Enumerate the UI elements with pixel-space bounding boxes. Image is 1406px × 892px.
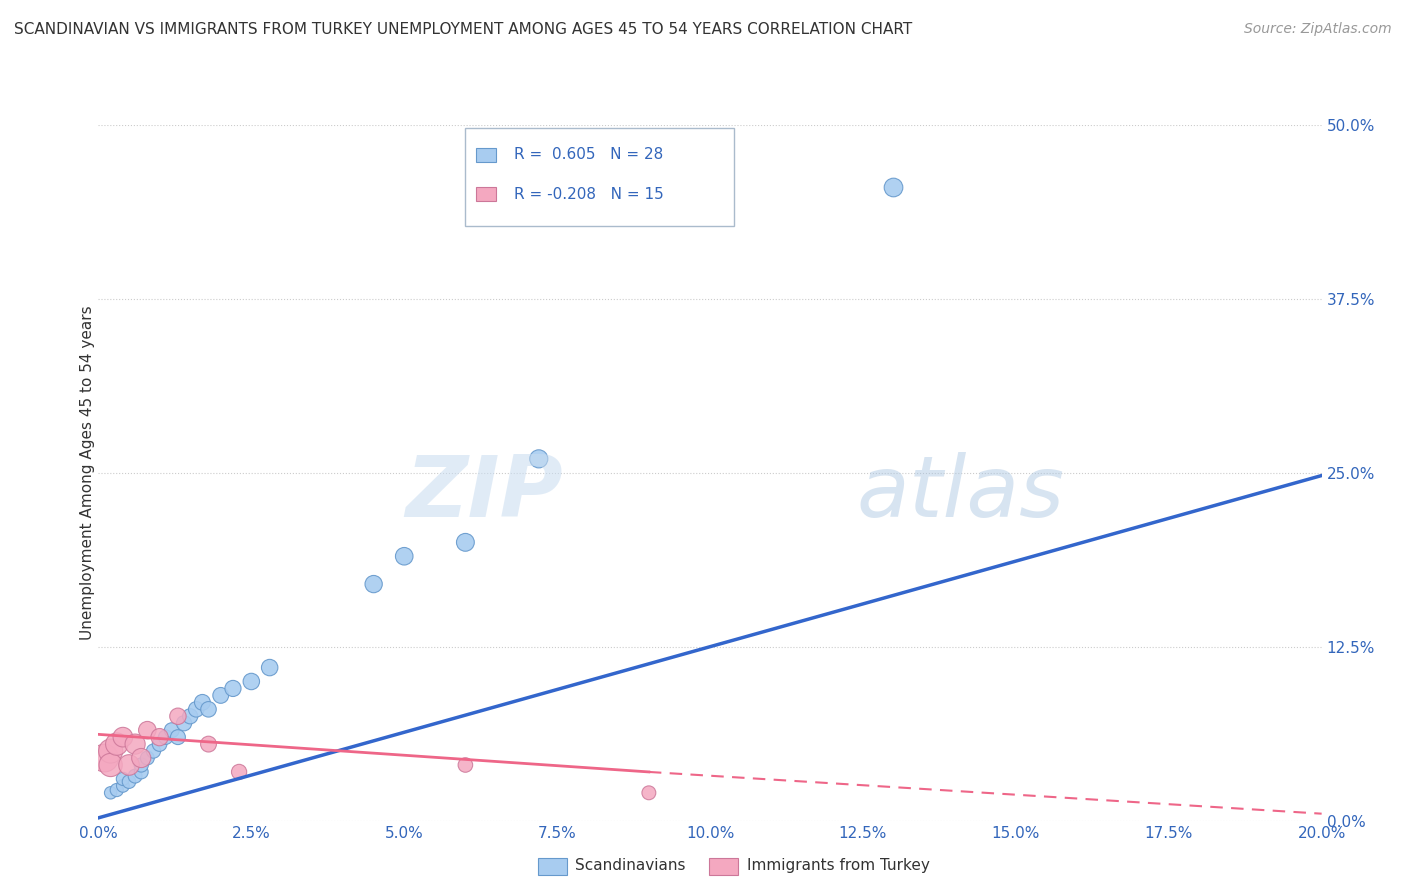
Point [111,730,134,744]
Point [100,744,122,758]
Point [124,769,146,783]
Point [883,180,905,194]
Point [105,737,128,751]
Point [129,751,152,765]
Point [637,786,661,800]
Point [118,758,141,772]
Y-axis label: Unemployment Among Ages 45 to 54 years: Unemployment Among Ages 45 to 54 years [80,305,94,640]
Point [155,730,177,744]
Point [160,723,183,738]
Point [118,774,141,789]
Point [167,709,190,723]
Text: atlas: atlas [856,452,1064,535]
Text: ZIP: ZIP [405,452,564,535]
Point [173,716,195,731]
Point [136,723,159,738]
Point [209,689,232,703]
FancyBboxPatch shape [709,858,738,875]
Point [179,709,201,723]
Point [149,737,172,751]
FancyBboxPatch shape [477,187,496,202]
Point [454,758,477,772]
Text: Source: ZipAtlas.com: Source: ZipAtlas.com [1244,22,1392,37]
Text: R = -0.208   N = 15: R = -0.208 N = 15 [515,187,664,202]
Point [111,779,134,793]
Point [129,764,152,779]
Point [527,451,550,466]
FancyBboxPatch shape [537,858,567,875]
Point [222,681,245,696]
Point [392,549,416,564]
Point [105,783,128,797]
Point [100,786,122,800]
Text: SCANDINAVIAN VS IMMIGRANTS FROM TURKEY UNEMPLOYMENT AMONG AGES 45 TO 54 YEARS CO: SCANDINAVIAN VS IMMIGRANTS FROM TURKEY U… [14,22,912,37]
Point [149,730,172,744]
Point [228,764,250,779]
Point [240,674,263,689]
Point [136,751,159,765]
Text: R =  0.605   N = 28: R = 0.605 N = 28 [515,147,664,162]
Point [197,737,219,751]
Point [191,695,214,709]
Point [124,737,146,751]
Point [100,758,122,772]
Point [93,751,115,765]
Point [142,744,165,758]
Point [111,772,134,786]
Text: Immigrants from Turkey: Immigrants from Turkey [747,858,929,873]
Text: Scandinavians: Scandinavians [575,858,686,873]
Point [259,660,281,674]
Point [197,702,219,716]
Point [454,535,477,549]
Point [363,577,385,591]
Point [167,730,190,744]
Point [186,702,208,716]
FancyBboxPatch shape [465,128,734,226]
FancyBboxPatch shape [477,148,496,161]
Point [129,758,152,772]
